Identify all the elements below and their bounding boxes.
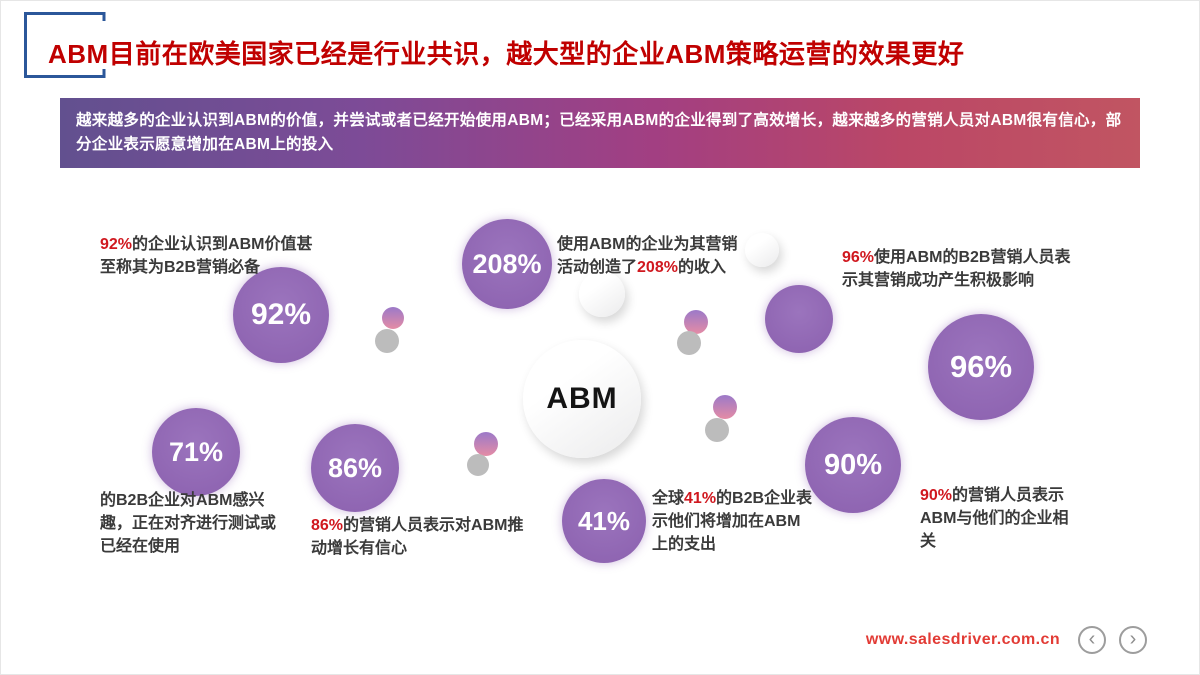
stat-bubble-90: 90% bbox=[805, 417, 901, 513]
next-slide-button[interactable]: › bbox=[1119, 626, 1147, 654]
stat-bubble-41: 41% bbox=[562, 479, 646, 563]
stat-bubble-208: 208% bbox=[462, 219, 552, 309]
footer-bar: www.salesdriver.com.cn ‹ › bbox=[866, 626, 1147, 654]
annotation-41-post: 的B2B企业表示他们将增加在ABM上的支出 bbox=[652, 490, 813, 554]
prev-slide-button[interactable]: ‹ bbox=[1078, 626, 1106, 654]
website-url: www.salesdriver.com.cn bbox=[865, 631, 1060, 648]
title-bracket-decoration bbox=[24, 12, 106, 78]
center-abm-circle: ABM bbox=[523, 340, 641, 458]
decorative-gray-dot bbox=[705, 418, 729, 442]
annotation-71-text: 的B2B企业对ABM感兴趣，正在对齐进行测试或已经在使用 bbox=[100, 492, 277, 556]
decorative-white-circle bbox=[745, 233, 779, 267]
decorative-gray-dot bbox=[467, 454, 489, 476]
stat-bubble-86: 86% bbox=[311, 424, 399, 512]
annotation-96: 96%使用ABM的B2B营销人员表示其营销成功产生积极影响 bbox=[842, 246, 1080, 292]
decorative-pink-dot bbox=[474, 432, 498, 456]
stat-bubble-208-value: 208% bbox=[472, 248, 542, 279]
annotation-92-highlight: 92% bbox=[100, 236, 133, 253]
stat-bubble-96-value: 96% bbox=[949, 349, 1013, 384]
chevron-left-icon: ‹ bbox=[1088, 627, 1096, 650]
stat-bubble-90-value: 90% bbox=[823, 448, 883, 481]
decorative-white-circle bbox=[579, 271, 625, 317]
intro-banner: 越来越多的企业认识到ABM的价值，并尝试或者已经开始使用ABM；已经采用ABM的… bbox=[60, 98, 1140, 168]
annotation-208-post: 的收入 bbox=[677, 259, 726, 277]
chevron-right-icon: › bbox=[1129, 627, 1137, 650]
annotation-71: 的B2B企业对ABM感兴趣，正在对齐进行测试或已经在使用 bbox=[100, 489, 282, 559]
decorative-gray-dot bbox=[677, 331, 701, 355]
annotation-90: 90%的营销人员表示ABM与他们的企业相关 bbox=[920, 484, 1082, 554]
decorative-pink-dot bbox=[684, 310, 708, 334]
decorative-pink-dot bbox=[713, 395, 737, 419]
intro-banner-text: 越来越多的企业认识到ABM的价值，并尝试或者已经开始使用ABM；已经采用ABM的… bbox=[76, 112, 1122, 154]
stat-bubble-71: 71% bbox=[152, 408, 240, 496]
stat-bubble-96: 96% bbox=[928, 314, 1034, 420]
annotation-86-text: 的营销人员表示对ABM推动增长有信心 bbox=[311, 517, 524, 558]
stat-bubble-71-value: 71% bbox=[168, 436, 224, 467]
annotation-90-text: 的营销人员表示ABM与他们的企业相关 bbox=[920, 487, 1069, 551]
stat-bubble-92-value: 92% bbox=[250, 298, 312, 331]
annotation-90-highlight: 90% bbox=[920, 487, 953, 504]
annotation-41-highlight: 41% bbox=[684, 490, 717, 507]
annotation-96-highlight: 96% bbox=[842, 249, 875, 266]
annotation-86-highlight: 86% bbox=[311, 517, 344, 534]
decorative-pink-dot bbox=[382, 307, 404, 329]
annotation-208-pre: 使用ABM的企业为其营销活动创造了 bbox=[557, 236, 738, 277]
center-abm-label: ABM bbox=[546, 382, 618, 415]
decorative-purple-circle bbox=[765, 285, 833, 353]
annotation-41-pre: 全球 bbox=[652, 490, 685, 507]
annotation-92-text: 的企业认识到ABM价值甚至称其为B2B营销必备 bbox=[100, 236, 313, 277]
stat-bubble-92: 92% bbox=[233, 267, 329, 363]
stat-bubble-86-value: 86% bbox=[327, 452, 383, 483]
decorative-gray-dot bbox=[375, 329, 399, 353]
annotation-41: 全球41%的B2B企业表示他们将增加在ABM上的支出 bbox=[652, 487, 814, 557]
annotation-96-text: 使用ABM的B2B营销人员表示其营销成功产生积极影响 bbox=[842, 249, 1071, 290]
page-title: ABM目前在欧美国家已经是行业共识，越大型的企业ABM策略运营的效果更好 bbox=[48, 39, 965, 69]
annotation-92: 92%的企业认识到ABM价值甚至称其为B2B营销必备 bbox=[100, 233, 328, 279]
annotation-208: 使用ABM的企业为其营销活动创造了208%的收入 bbox=[557, 233, 749, 279]
stat-bubble-41-value: 41% bbox=[577, 505, 631, 536]
annotation-86: 86%的营销人员表示对ABM推动增长有信心 bbox=[311, 514, 529, 560]
annotation-208-highlight: 208% bbox=[637, 259, 678, 277]
